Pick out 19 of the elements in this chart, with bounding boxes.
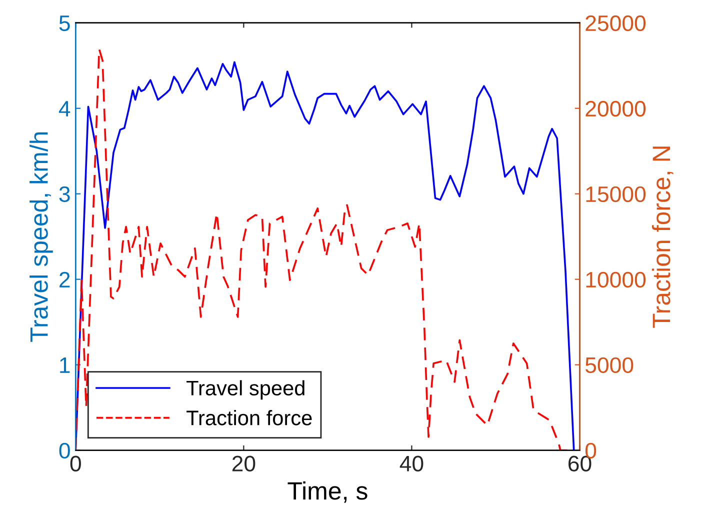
x-tick-label: 40	[400, 456, 424, 472]
y2-tick-label: 10000	[586, 272, 646, 288]
y2-tick-label: 25000	[586, 15, 646, 32]
y2-axis-title: Traction force, N	[652, 146, 674, 328]
x-tick-label: 0	[70, 456, 81, 472]
y-tick-label: 2	[60, 272, 70, 288]
legend-label: Travel speed	[186, 380, 304, 400]
y-axis-title: Travel speed, km/h	[30, 132, 53, 342]
y-tick-label: 5	[59, 16, 70, 32]
y-tick-label: 3	[59, 186, 70, 202]
x-axis-title: Time, s	[288, 481, 368, 503]
legend-label: Traction force	[186, 410, 312, 426]
y2-tick-label: 5000	[585, 357, 634, 374]
y2-tick-label: 20000	[586, 100, 646, 117]
y-tick-label: 1	[60, 358, 70, 373]
y2-tick-label: 15000	[586, 186, 646, 202]
y-tick-label: 0	[59, 442, 70, 459]
x-tick-label: 20	[232, 456, 256, 472]
y-tick-label: 4	[58, 101, 70, 116]
